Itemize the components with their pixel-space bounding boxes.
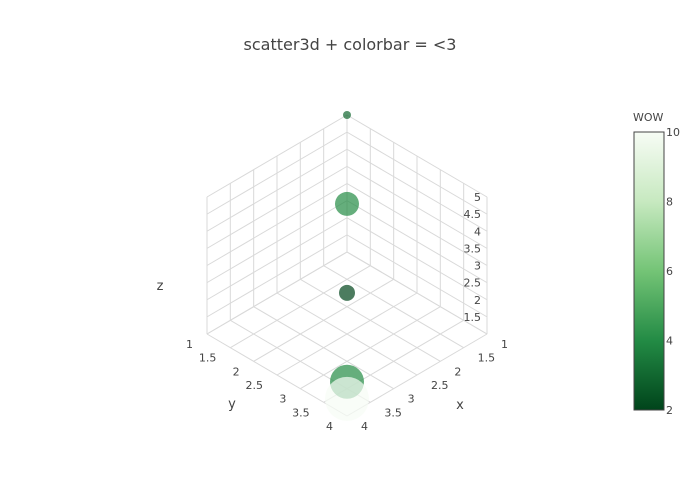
wall-gridline: [346, 148, 488, 232]
wall-gridline: [206, 200, 348, 284]
z-tick-label: 2: [474, 294, 481, 307]
scatter-marker: [325, 376, 369, 421]
wall-gridline: [206, 183, 348, 266]
wall-gridline: [206, 165, 348, 249]
z-tick-label: 3.5: [464, 242, 482, 255]
scatter-marker: [335, 191, 359, 216]
colorbar-tick-label: 8: [666, 196, 673, 209]
z-tick-label: 2.5: [464, 277, 482, 290]
colorbar-tick-label: 4: [666, 335, 673, 348]
wall-gridline: [206, 148, 348, 232]
wall-gridline: [346, 165, 488, 249]
wall-gridline: [206, 234, 348, 318]
y-tick-label: 1.5: [199, 352, 217, 365]
scatter-marker: [343, 111, 351, 119]
z-tick-label: 5: [474, 191, 481, 204]
x-tick-label: 4: [361, 420, 368, 433]
y-tick-label: 3: [279, 393, 286, 406]
floor-gridline: [346, 333, 488, 417]
colorbar-tick-label: 2: [666, 404, 673, 417]
y-tick-label: 4: [326, 420, 333, 433]
wall-gridline: [346, 251, 488, 335]
floor-gridline: [206, 333, 348, 417]
chart-title: scatter3d + colorbar = <3: [244, 35, 457, 54]
wall-gridline: [346, 217, 488, 301]
x-tick-label: 2: [454, 365, 461, 378]
wall-gridline: [206, 251, 348, 335]
y-tick-label: 1: [186, 338, 193, 351]
y-tick-label: 2: [233, 365, 240, 378]
z-tick-label: 4: [474, 225, 481, 238]
x-tick-label: 1: [501, 338, 508, 351]
y-tick-label: 2.5: [246, 379, 264, 392]
axis-tick-labels: 1 1.5 2 2.5 3 3.5 4 1 1.5 2 2.5 3 3.5 4 1.5 2 2.5 3 3.5 4 4.…: [186, 191, 508, 433]
y-axis-label: y: [228, 397, 236, 412]
x-tick-label: 2.5: [431, 379, 449, 392]
wall-gridline: [206, 131, 348, 215]
wall-gridline: [346, 114, 488, 198]
z-tick-label: 4.5: [464, 208, 482, 221]
x-tick-label: 1.5: [478, 352, 496, 365]
x-tick-label: 3.5: [384, 406, 402, 419]
z-tick-label: 3: [474, 260, 481, 273]
colorbar-tick-label: 10: [666, 126, 680, 139]
wall-gridline: [346, 200, 488, 284]
colorbar-tick-label: 6: [666, 265, 673, 278]
wall-gridline: [346, 183, 488, 266]
y-tick-label: 3.5: [292, 406, 310, 419]
colorbar-ticks: 2 4 6 8 10: [666, 126, 680, 417]
colorbar-title: WOW: [633, 111, 664, 124]
z-axis-label: z: [157, 279, 164, 294]
grid-lines: [206, 114, 488, 417]
x-tick-label: 3: [408, 393, 415, 406]
x-axis-label: x: [456, 398, 464, 413]
scatter-marker: [339, 284, 355, 301]
wall-gridline: [346, 234, 488, 318]
colorbar-gradient: [633, 131, 665, 411]
z-tick-label: 1.5: [464, 311, 482, 324]
wall-gridline: [206, 114, 348, 198]
plot-scene[interactable]: 1 1.5 2 2.5 3 3.5 4 1 1.5 2 2.5 3 3.5 4 1.5 2 2.5 3 3.5 4 4.…: [186, 111, 508, 433]
wall-gridline: [346, 131, 488, 215]
wall-gridline: [206, 217, 348, 301]
markers: [325, 111, 369, 421]
colorbar: WOW 2 4 6 8 10: [633, 111, 680, 417]
